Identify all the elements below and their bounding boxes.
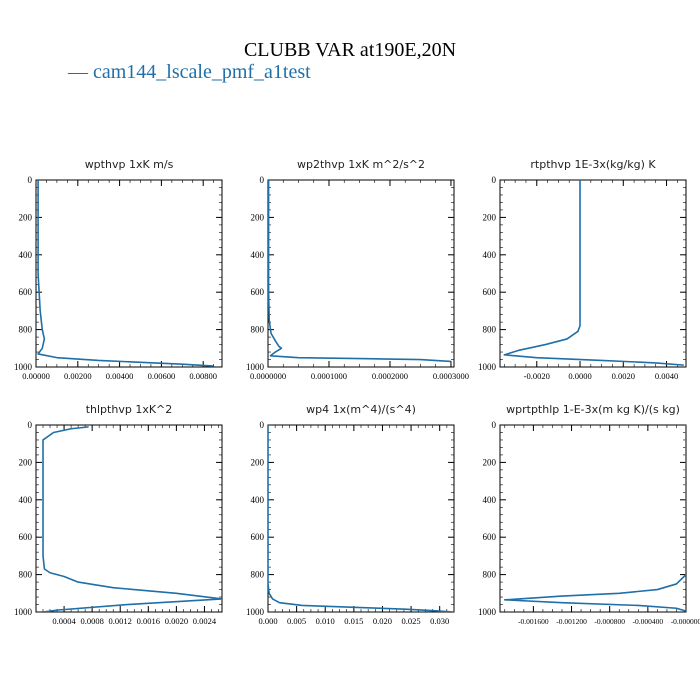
x-tick-label: 0.030 <box>430 616 449 626</box>
plot-frame <box>35 424 223 613</box>
x-tick-label: -0.000800 <box>594 617 625 626</box>
plot-frame <box>267 179 455 368</box>
x-tick-label: 0.0020 <box>612 371 635 381</box>
x-tick-label: -0.000000 <box>671 617 700 626</box>
y-tick-label: 1000 <box>478 362 497 372</box>
subplot-6: wprtpthlp 1-E-3x(m kg K)/(s kg) 0 200 400 60… <box>478 403 700 626</box>
y-tick-label: 200 <box>483 212 497 222</box>
x-tick-label: 0.0001000 <box>311 371 347 381</box>
legend-entry: — cam144_lscale_pmf_a1test <box>67 61 311 83</box>
x-tick-label: 0.0004 <box>52 616 76 626</box>
x-tick-label: 0.00000 <box>22 371 50 381</box>
y-tick-label: 400 <box>251 495 265 505</box>
y-tick-label: 0 <box>28 175 33 185</box>
y-tick-label: 600 <box>19 532 33 542</box>
series-line <box>268 180 451 363</box>
x-tick-label: 0.0024 <box>193 616 217 626</box>
y-tick-label: 800 <box>19 570 33 580</box>
y-tick-label: 400 <box>19 495 33 505</box>
plot-frame <box>267 424 455 613</box>
y-tick-label: 200 <box>251 457 265 467</box>
x-tick-label: 0.0012 <box>109 616 132 626</box>
y-tick-label: 400 <box>19 250 33 260</box>
subplot-4: thlpthvp 1xK^2 0 200 400 600 800 1000 0.0004 0.0… <box>14 403 223 626</box>
y-tick-label: 400 <box>251 250 265 260</box>
series-line <box>503 425 686 612</box>
y-tick-label: 1000 <box>14 362 33 372</box>
y-tick-label: 600 <box>251 532 265 542</box>
x-tick-label: 0.0020 <box>165 616 188 626</box>
subplot-title: thlpthvp 1xK^2 <box>86 403 173 416</box>
y-tick-label: 0 <box>492 420 497 430</box>
x-tick-label: -0.001200 <box>556 617 587 626</box>
y-tick-label: 600 <box>483 532 497 542</box>
y-tick-label: 400 <box>483 495 497 505</box>
subplot-title: rtpthvp 1E-3x(kg/kg) K <box>530 158 656 171</box>
y-tick-label: 600 <box>251 287 265 297</box>
y-tick-label: 200 <box>483 457 497 467</box>
y-tick-label: 600 <box>483 287 497 297</box>
x-tick-label: 0.0002000 <box>372 371 408 381</box>
subplot-title: wp2thvp 1xK m^2/s^2 <box>297 158 425 171</box>
series-line <box>503 180 684 366</box>
figure-title: CLUBB VAR at190E,20N <box>244 39 456 61</box>
series-line <box>42 426 222 612</box>
y-tick-label: 1000 <box>246 607 265 617</box>
x-tick-label: 0.0008 <box>80 616 103 626</box>
x-tick-label: 0.010 <box>316 616 335 626</box>
y-tick-label: 0 <box>260 175 265 185</box>
y-tick-label: 1000 <box>246 362 265 372</box>
plot-frame <box>499 424 687 613</box>
x-tick-label: 0.0000 <box>568 371 591 381</box>
y-tick-label: 0 <box>260 420 265 430</box>
subplot-3: rtpthvp 1E-3x(kg/kg) K 0 200 400 600 800 1000 -… <box>478 158 687 381</box>
x-tick-label: 0.020 <box>373 616 392 626</box>
y-tick-label: 600 <box>19 287 33 297</box>
y-tick-label: 800 <box>483 570 497 580</box>
subplot-title: wp4 1x(m^4)/(s^4) <box>306 403 416 416</box>
series-line <box>37 180 214 367</box>
x-tick-label: 0.025 <box>402 616 421 626</box>
x-tick-label: 0.00200 <box>64 371 92 381</box>
y-tick-label: 0 <box>28 420 33 430</box>
x-tick-label: -0.000400 <box>633 617 664 626</box>
x-tick-label: 0.000 <box>258 616 277 626</box>
y-tick-label: 400 <box>483 250 497 260</box>
subplot-title: wpthvp 1xK m/s <box>85 158 174 171</box>
subplot-2: wp2thvp 1xK m^2/s^2020040060080010000.00… <box>246 158 469 381</box>
y-tick-label: 800 <box>251 570 265 580</box>
x-tick-label: 0.0040 <box>655 371 678 381</box>
x-tick-label: 0.0003000 <box>433 371 469 381</box>
x-tick-label: 0.015 <box>344 616 363 626</box>
y-tick-label: 1000 <box>14 607 33 617</box>
plot-frame <box>499 179 687 368</box>
y-tick-label: 200 <box>251 212 265 222</box>
x-tick-label: 0.0016 <box>137 616 160 626</box>
y-tick-label: 200 <box>19 457 33 467</box>
subplot-title: wprtpthlp 1-E-3x(m kg K)/(s kg) <box>506 403 680 416</box>
x-tick-label: 0.005 <box>287 616 306 626</box>
y-tick-label: 800 <box>19 325 33 335</box>
x-tick-label: -0.0020 <box>524 371 550 381</box>
y-tick-label: 800 <box>483 325 497 335</box>
y-tick-label: 200 <box>19 212 33 222</box>
x-tick-label: 0.00400 <box>106 371 134 381</box>
x-tick-label: 0.0000000 <box>250 371 286 381</box>
plot-frame <box>35 179 223 368</box>
y-tick-label: 1000 <box>478 607 497 617</box>
y-tick-label: 800 <box>251 325 265 335</box>
x-tick-label: 0.00800 <box>189 371 217 381</box>
x-tick-label: 0.00600 <box>148 371 176 381</box>
y-tick-label: 0 <box>492 175 497 185</box>
series-line <box>268 425 454 612</box>
x-tick-label: -0.001600 <box>518 617 549 626</box>
